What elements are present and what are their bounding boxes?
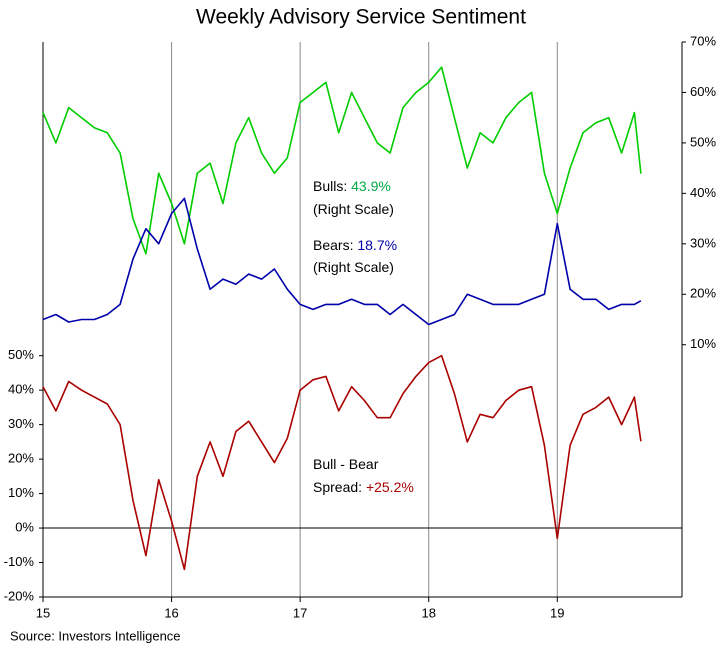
y-tick-label: 50% bbox=[8, 347, 34, 362]
y-tick-label: -20% bbox=[4, 588, 35, 603]
annotation-text: 43.9% bbox=[351, 178, 391, 194]
annotation: (Right Scale) bbox=[313, 259, 394, 275]
y-tick-label: 40% bbox=[8, 382, 34, 397]
x-tick-label: 18 bbox=[421, 605, 435, 620]
y2-tick-label: 60% bbox=[690, 84, 716, 99]
annotation: Bears: 18.7% bbox=[313, 237, 397, 253]
series-line bbox=[42, 354, 642, 571]
x-tick-label: 19 bbox=[550, 605, 564, 620]
annotation: Bulls: 43.9% bbox=[313, 178, 391, 194]
y-tick-label: 20% bbox=[8, 451, 34, 466]
x-tick-label: 16 bbox=[164, 605, 178, 620]
y2-tick-label: 50% bbox=[690, 134, 716, 149]
series-line bbox=[42, 66, 642, 255]
annotation-text: Bears: bbox=[313, 237, 357, 253]
chart-title: Weekly Advisory Service Sentiment bbox=[196, 6, 526, 29]
x-tick-label: 17 bbox=[293, 605, 307, 620]
annotation-text: Bulls: bbox=[313, 178, 351, 194]
annotation: Spread: +25.2% bbox=[313, 479, 414, 495]
y-tick-label: 10% bbox=[8, 485, 34, 500]
annotation-text: (Right Scale) bbox=[313, 259, 394, 275]
annotation: Bull - Bear bbox=[313, 456, 379, 472]
annotation-text: +25.2% bbox=[366, 479, 414, 495]
y2-tick-label: 30% bbox=[690, 235, 716, 250]
x-tick-label: 15 bbox=[36, 605, 50, 620]
y2-tick-label: 70% bbox=[690, 33, 716, 48]
annotation-text: 18.7% bbox=[357, 237, 397, 253]
annotation-text: (Right Scale) bbox=[313, 201, 394, 217]
y-tick-label: 30% bbox=[8, 416, 34, 431]
y2-tick-label: 10% bbox=[690, 336, 716, 351]
source-note: Source: Investors Intelligence bbox=[10, 628, 181, 643]
annotation-text: Spread: bbox=[313, 479, 366, 495]
y-tick-label: 0% bbox=[15, 519, 34, 534]
y2-tick-label: 40% bbox=[690, 185, 716, 200]
annotation-text: Bull - Bear bbox=[313, 456, 379, 472]
annotation: (Right Scale) bbox=[313, 201, 394, 217]
y-tick-label: -10% bbox=[4, 554, 35, 569]
y2-tick-label: 20% bbox=[690, 286, 716, 301]
series-line bbox=[42, 197, 642, 326]
